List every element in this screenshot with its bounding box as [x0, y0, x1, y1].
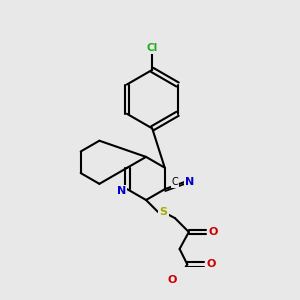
Text: Cl: Cl: [147, 43, 158, 53]
Text: N: N: [185, 177, 194, 187]
Text: O: O: [208, 227, 218, 237]
Text: C: C: [172, 177, 178, 187]
Text: S: S: [159, 207, 167, 217]
Text: O: O: [206, 259, 216, 269]
Text: N: N: [117, 186, 126, 196]
Text: O: O: [167, 275, 177, 285]
